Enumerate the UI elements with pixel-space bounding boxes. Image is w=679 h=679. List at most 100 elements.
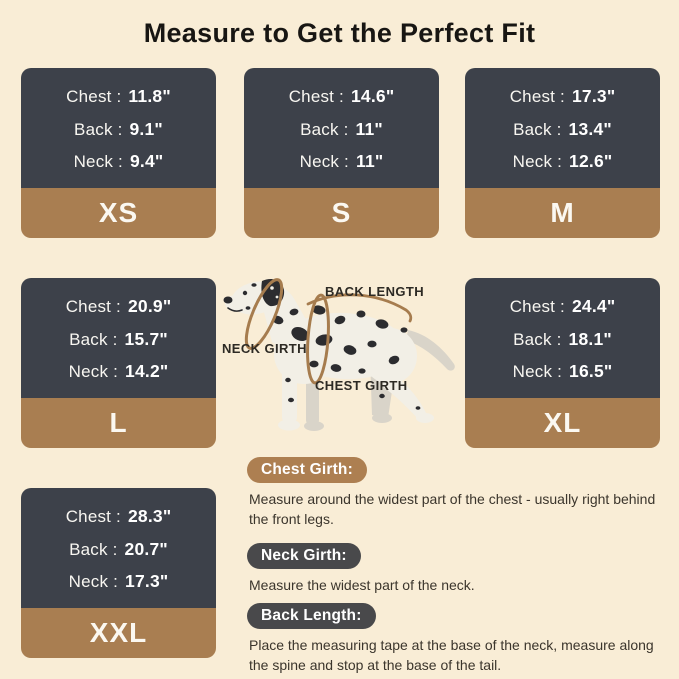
chest-value: 20.9" bbox=[127, 295, 172, 316]
neck-label: Neck : bbox=[512, 362, 563, 382]
neck-row: Neck : 14.2" bbox=[29, 361, 208, 382]
neck-row: Neck : 17.3" bbox=[29, 571, 208, 592]
back-row: Back : 20.7" bbox=[29, 539, 208, 560]
chest-label: Chest : bbox=[509, 86, 565, 106]
back-value: 9.1" bbox=[129, 118, 163, 139]
size-label-m: M bbox=[465, 188, 660, 238]
neck-row: Neck : 9.4" bbox=[29, 151, 208, 172]
chest-label: Chest : bbox=[65, 506, 121, 526]
dog-hindquarter bbox=[363, 328, 417, 384]
chest-label: Chest : bbox=[66, 86, 122, 106]
chest-row: Chest : 28.3" bbox=[29, 506, 208, 527]
size-card-xxl: Chest : 28.3" Back : 20.7" Neck : 17.3" … bbox=[21, 488, 216, 658]
back-row: Back : 15.7" bbox=[29, 329, 208, 350]
chest-row: Chest : 20.9" bbox=[29, 296, 208, 317]
chest-girth-text: Measure around the widest part of the ch… bbox=[249, 491, 656, 527]
dalmatian-spots bbox=[245, 283, 421, 410]
chest-value: 11.8" bbox=[128, 85, 171, 106]
size-card-measurements: Chest : 14.6" Back : 11" Neck : 11" bbox=[244, 68, 439, 188]
chest-row: Chest : 17.3" bbox=[473, 86, 652, 107]
back-value: 18.1" bbox=[568, 328, 612, 349]
neck-value: 14.2" bbox=[125, 361, 169, 382]
dog-eye bbox=[242, 290, 248, 296]
size-card-measurements: Chest : 17.3" Back : 13.4" Neck : 12.6" bbox=[465, 68, 660, 188]
dog-near-front-leg bbox=[282, 360, 297, 424]
dog-illustration bbox=[223, 278, 455, 431]
size-card-s: Chest : 14.6" Back : 11" Neck : 11" S bbox=[244, 68, 439, 238]
dog-ear-dot bbox=[270, 286, 274, 290]
chest-value: 14.6" bbox=[350, 85, 395, 106]
size-label-l: L bbox=[21, 398, 216, 448]
size-card-l: Chest : 20.9" Back : 15.7" Neck : 14.2" … bbox=[21, 278, 216, 448]
back-label: Back : bbox=[69, 539, 118, 559]
dog-near-hind-paw bbox=[416, 413, 434, 423]
back-row: Back : 9.1" bbox=[29, 119, 208, 140]
chest-label: Chest : bbox=[65, 296, 121, 316]
neck-row: Neck : 16.5" bbox=[473, 361, 652, 382]
size-card-m: Chest : 17.3" Back : 13.4" Neck : 12.6" … bbox=[465, 68, 660, 238]
chest-row: Chest : 24.4" bbox=[473, 296, 652, 317]
size-card-measurements: Chest : 11.8" Back : 9.1" Neck : 9.4" bbox=[21, 68, 216, 188]
back-value: 13.4" bbox=[568, 118, 612, 139]
chest-value: 28.3" bbox=[127, 505, 172, 526]
size-label-xs: XS bbox=[21, 188, 216, 238]
back-value: 15.7" bbox=[124, 328, 168, 349]
size-card-measurements: Chest : 28.3" Back : 20.7" Neck : 17.3" bbox=[21, 488, 216, 608]
dog-far-hind-paw bbox=[372, 413, 392, 423]
neck-value: 17.3" bbox=[125, 571, 169, 592]
back-row: Back : 11" bbox=[252, 119, 431, 140]
size-card-measurements: Chest : 24.4" Back : 18.1" Neck : 16.5" bbox=[465, 278, 660, 398]
dog-nose bbox=[223, 296, 233, 304]
dog-near-hind-leg bbox=[382, 372, 428, 422]
chest-value: 17.3" bbox=[571, 85, 616, 106]
chest-girth-strap bbox=[306, 293, 330, 385]
back-length-heading: Back Length: bbox=[247, 603, 376, 629]
neck-girth-heading: Neck Girth: bbox=[247, 543, 361, 569]
dog-tail bbox=[406, 330, 455, 371]
neck-girth-strap bbox=[244, 278, 284, 350]
back-length-line bbox=[306, 293, 413, 323]
back-length-label: BACK LENGTH bbox=[325, 284, 425, 299]
back-label: Back : bbox=[74, 119, 123, 139]
dog-ear-dot bbox=[275, 295, 279, 299]
back-row: Back : 13.4" bbox=[473, 119, 652, 140]
chest-row: Chest : 14.6" bbox=[252, 86, 431, 107]
back-value: 20.7" bbox=[124, 538, 168, 559]
chest-label: Chest : bbox=[288, 86, 344, 106]
dog-mouth bbox=[227, 307, 243, 312]
dog-far-front-paw bbox=[304, 421, 324, 431]
neck-label: Neck : bbox=[68, 362, 119, 382]
chest-label: Chest : bbox=[509, 296, 565, 316]
neck-label: Neck : bbox=[512, 152, 563, 172]
neck-row: Neck : 12.6" bbox=[473, 151, 652, 172]
neck-value: 12.6" bbox=[569, 151, 613, 172]
neck-girth-text: Measure the widest part of the neck. bbox=[249, 577, 475, 593]
size-label-s: S bbox=[244, 188, 439, 238]
neck-value: 16.5" bbox=[569, 361, 613, 382]
chest-value: 24.4" bbox=[571, 295, 616, 316]
neck-label: Neck : bbox=[73, 152, 123, 172]
page-title: Measure to Get the Perfect Fit bbox=[143, 18, 536, 48]
back-label: Back : bbox=[69, 329, 118, 349]
neck-label: Neck : bbox=[299, 152, 349, 172]
back-value: 11" bbox=[355, 118, 383, 139]
size-label-xl: XL bbox=[465, 398, 660, 448]
neck-label: Neck : bbox=[68, 572, 119, 592]
neck-girth-label: NECK GIRTH bbox=[222, 341, 307, 356]
back-row: Back : 18.1" bbox=[473, 329, 652, 350]
back-length-text: Place the measuring tape at the base of … bbox=[249, 637, 654, 673]
size-card-measurements: Chest : 20.9" Back : 15.7" Neck : 14.2" bbox=[21, 278, 216, 398]
chest-row: Chest : 11.8" bbox=[29, 86, 208, 107]
chest-girth-heading: Chest Girth: bbox=[247, 457, 367, 483]
measuring-instructions: Chest Girth: Measure around the widest p… bbox=[247, 457, 675, 675]
neck-row: Neck : 11" bbox=[252, 151, 431, 172]
back-label: Back : bbox=[513, 119, 562, 139]
back-label: Back : bbox=[513, 329, 562, 349]
dog-measurement-diagram: BACK LENGTH NECK GIRTH CHEST GIRTH bbox=[222, 268, 462, 438]
back-label: Back : bbox=[300, 119, 349, 139]
neck-value: 9.4" bbox=[129, 151, 164, 172]
chest-girth-label: CHEST GIRTH bbox=[315, 378, 408, 393]
neck-value: 11" bbox=[355, 151, 384, 172]
dog-near-front-paw bbox=[278, 419, 300, 431]
